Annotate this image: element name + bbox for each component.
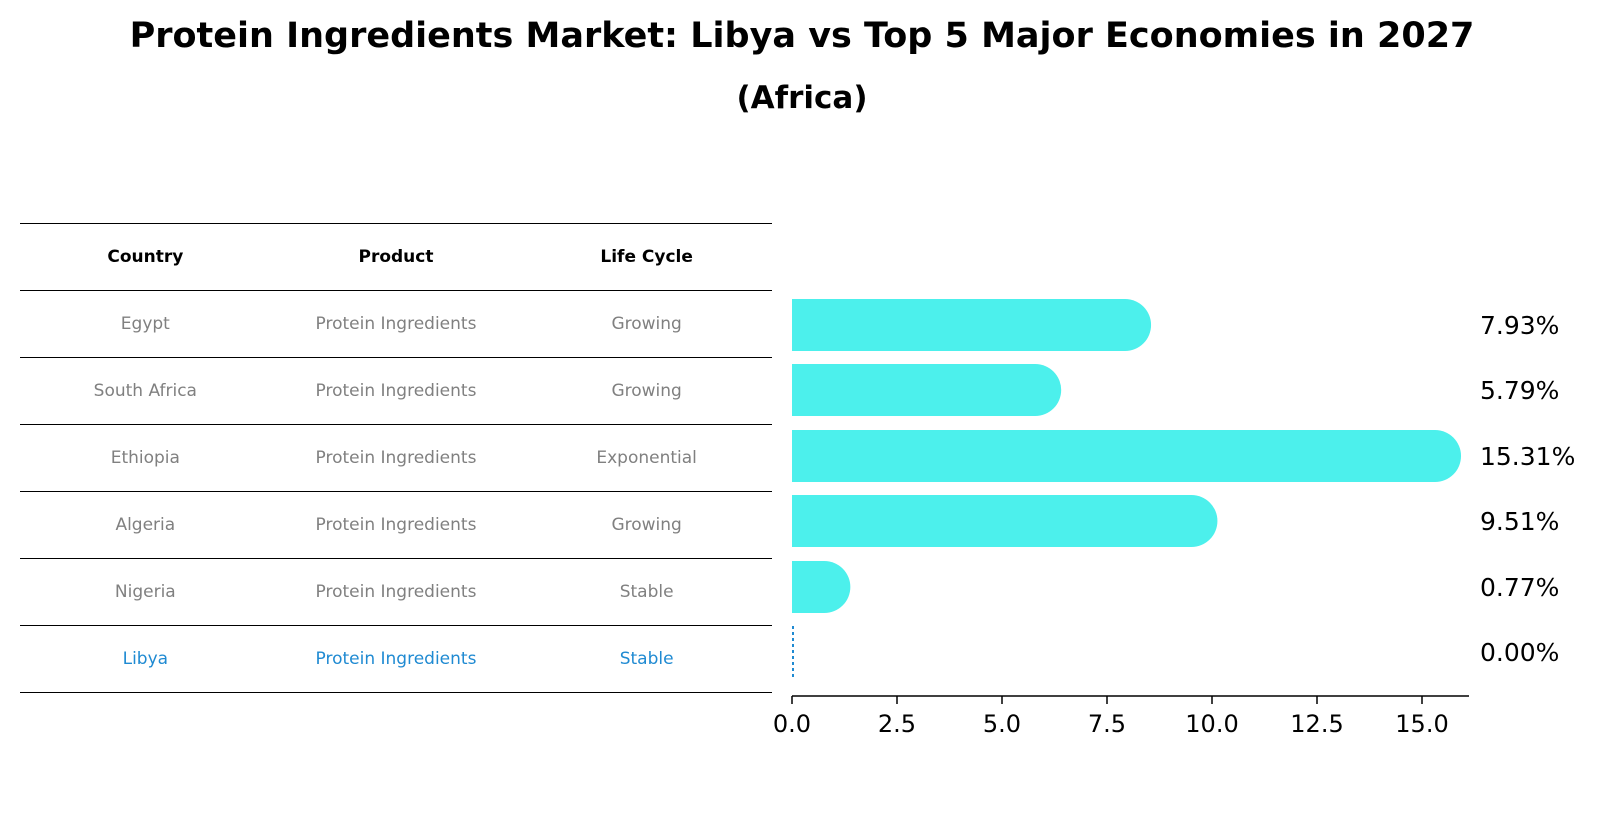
bar	[792, 430, 1461, 482]
bar-chart: 7.93% 5.79% 15.31% 9.51% 0.77% 0.00% 0.0 2.5 5.0…	[0, 0, 1604, 823]
x-tick-label: 2.5	[878, 710, 916, 738]
value-label: 7.93%	[1480, 311, 1559, 340]
bar-base	[792, 495, 818, 547]
value-label: 5.79%	[1480, 376, 1559, 405]
x-tick-label: 7.5	[1088, 710, 1126, 738]
bar-base	[792, 430, 818, 482]
x-tick-label: 12.5	[1290, 710, 1343, 738]
bar	[792, 495, 1217, 547]
x-tick-label: 5.0	[983, 710, 1021, 738]
value-label: 0.00%	[1480, 638, 1559, 667]
value-label: 0.77%	[1480, 573, 1559, 602]
x-tick-label: 10.0	[1185, 710, 1238, 738]
bar	[792, 299, 1151, 351]
value-label: 15.31%	[1480, 442, 1575, 471]
bar	[792, 364, 1061, 416]
bar-base	[792, 364, 818, 416]
bar-base	[792, 561, 818, 613]
x-tick-label: 0.0	[773, 710, 811, 738]
value-label: 9.51%	[1480, 507, 1559, 536]
x-tick-label: 15.0	[1395, 710, 1448, 738]
bar-base	[792, 299, 818, 351]
